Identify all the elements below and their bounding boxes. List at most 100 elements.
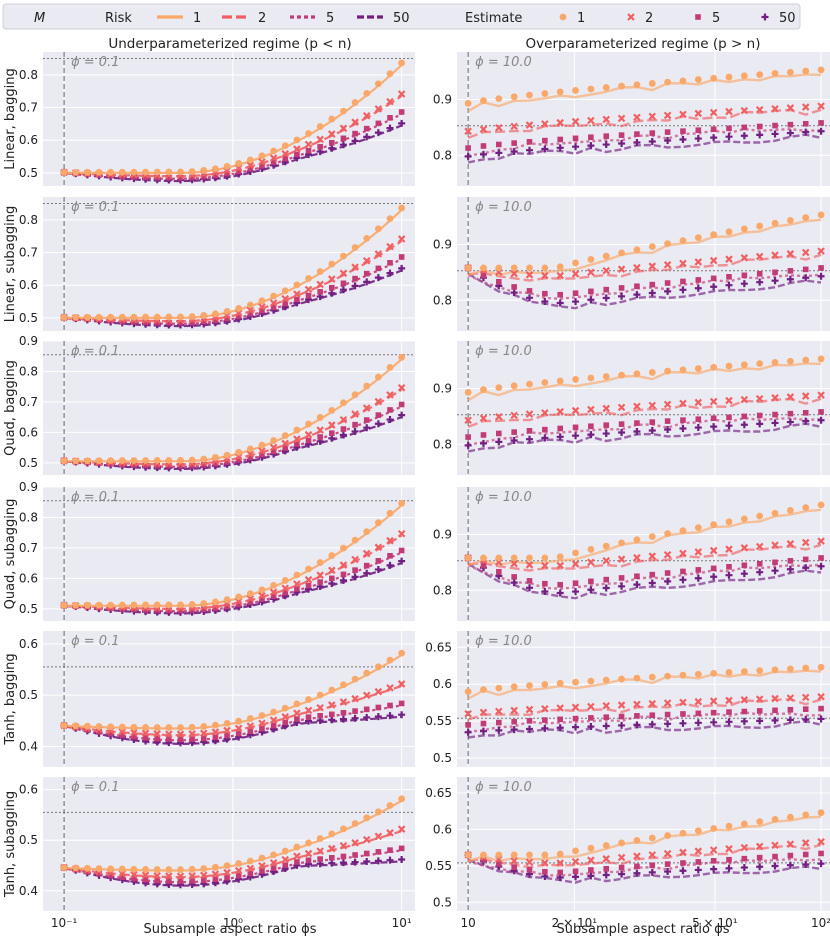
y-tick-label: 0.5 <box>433 895 452 909</box>
estimate-point-m2 <box>740 544 749 552</box>
estimate-point-m5 <box>294 151 300 158</box>
estimate-point-m5 <box>212 172 219 179</box>
estimate-point-m1 <box>95 313 103 321</box>
estimate-point-m50 <box>802 128 810 136</box>
estimate-point-m50 <box>363 857 371 865</box>
estimate-point-m5 <box>496 278 502 285</box>
estimate-point-m50 <box>363 713 371 721</box>
estimate-point-m2 <box>281 713 290 721</box>
estimate-point-m50 <box>786 129 794 137</box>
estimate-point-m2 <box>351 555 359 564</box>
estimate-point-m50 <box>363 133 371 141</box>
estimate-point-m50 <box>602 141 610 149</box>
estimate-point-m5 <box>259 162 265 169</box>
estimate-point-m1 <box>618 82 625 90</box>
phi-label: ϕ = 0.1 <box>71 200 119 215</box>
estimate-point-m50 <box>725 864 733 872</box>
estimate-point-m5 <box>726 125 732 132</box>
estimate-point-m5 <box>695 567 702 573</box>
estimate-point-m2 <box>587 856 595 864</box>
estimate-point-m5 <box>680 417 686 423</box>
row-label-1: Linear, bagging <box>3 68 18 170</box>
estimate-point-m1 <box>633 674 641 682</box>
estimate-point-m5 <box>177 878 184 884</box>
estimate-point-m50 <box>618 870 626 878</box>
estimate-point-m2 <box>188 872 196 880</box>
y-tick-label: 0.65 <box>425 640 452 654</box>
legend-estimate-marker-2 <box>627 13 635 21</box>
panel-left-6: 0.4 0.5 0.6 ϕ = 0.1 Tanh, subagging <box>3 777 415 911</box>
legend-risk-label-1: 1 <box>193 11 201 26</box>
estimate-point-m5 <box>695 859 702 865</box>
estimate-point-m5 <box>818 409 824 415</box>
estimate-point-m1 <box>526 264 533 272</box>
estimate-point-m1 <box>725 362 733 370</box>
estimate-point-m2 <box>602 556 611 565</box>
estimate-point-m5 <box>119 606 126 612</box>
estimate-point-m2 <box>771 841 779 850</box>
estimate-point-m2 <box>633 852 641 860</box>
estimate-point-m5 <box>480 272 487 279</box>
estimate-point-m5 <box>387 260 393 266</box>
panel-right-2: 0.8 0.9 ϕ = 10.0 <box>433 197 830 331</box>
estimate-point-m5 <box>818 265 824 271</box>
estimate-point-m1 <box>710 74 718 82</box>
risk-line-m50 <box>467 562 822 600</box>
estimate-point-m2 <box>362 111 371 120</box>
estimate-point-m2 <box>258 447 266 455</box>
estimate-point-m5 <box>96 870 102 877</box>
estimate-point-m2 <box>246 306 255 315</box>
estimate-point-m50 <box>386 856 394 864</box>
estimate-point-m2 <box>464 710 472 718</box>
estimate-point-m1 <box>281 577 289 584</box>
estimate-point-m2 <box>602 115 611 124</box>
estimate-point-m2 <box>801 392 810 400</box>
estimate-point-m5 <box>352 852 358 858</box>
estimate-point-m1 <box>258 854 266 862</box>
estimate-point-m50 <box>694 284 702 292</box>
estimate-point-m5 <box>142 735 149 741</box>
estimate-point-m50 <box>633 138 641 146</box>
estimate-point-m5 <box>317 434 323 440</box>
estimate-point-m2 <box>771 394 779 402</box>
estimate-point-m1 <box>679 671 687 679</box>
estimate-point-m2 <box>351 410 359 418</box>
estimate-point-m50 <box>802 860 810 868</box>
estimate-point-m2 <box>397 235 406 243</box>
estimate-point-m5 <box>282 719 289 726</box>
estimate-point-m2 <box>316 280 324 289</box>
estimate-point-m50 <box>374 713 382 721</box>
estimate-point-m2 <box>648 552 657 560</box>
estimate-point-m2 <box>679 259 687 268</box>
estimate-point-m1 <box>786 217 794 224</box>
estimate-point-m5 <box>352 421 358 428</box>
estimate-point-m50 <box>740 421 748 429</box>
right-column-title: Overparameterized regime (p > n) <box>526 36 761 52</box>
estimate-point-m2 <box>725 255 733 263</box>
estimate-point-m1 <box>374 663 382 671</box>
estimate-point-m5 <box>496 861 502 867</box>
panel-left-4: 0.5 0.6 0.7 0.8 0.9 ϕ = 0.1 Quad, subagging <box>3 480 415 621</box>
phi-label: ϕ = 10.0 <box>475 780 532 795</box>
estimate-point-m1 <box>386 656 394 664</box>
estimate-point-m2 <box>525 705 534 714</box>
estimate-point-m1 <box>572 87 579 94</box>
estimate-point-m1 <box>60 864 68 871</box>
estimate-point-m1 <box>495 554 503 562</box>
estimate-point-m50 <box>679 576 687 584</box>
estimate-point-m1 <box>293 281 301 289</box>
estimate-point-m1 <box>328 115 336 123</box>
estimate-point-m1 <box>725 669 733 676</box>
estimate-point-m2 <box>328 701 336 709</box>
estimate-point-m5 <box>328 430 335 436</box>
estimate-point-m2 <box>801 538 810 547</box>
estimate-point-m5 <box>756 708 763 714</box>
estimate-point-m5 <box>200 606 207 613</box>
estimate-point-m2 <box>386 684 394 692</box>
estimate-point-m50 <box>710 423 718 431</box>
estimate-point-m1 <box>363 814 371 822</box>
estimate-point-m50 <box>786 565 794 573</box>
y-tick-label: 0.6 <box>433 677 452 691</box>
estimate-point-m1 <box>107 865 115 873</box>
estimate-point-m50 <box>339 286 347 294</box>
